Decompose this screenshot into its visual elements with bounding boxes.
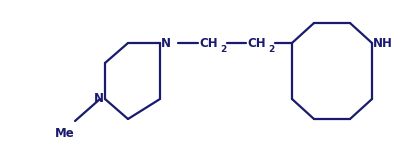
Text: Me: Me: [55, 127, 75, 140]
Text: N: N: [161, 37, 171, 49]
Text: 2: 2: [268, 46, 274, 55]
Text: 2: 2: [220, 46, 226, 55]
Text: CH: CH: [247, 37, 265, 49]
Text: NH: NH: [373, 37, 393, 49]
Text: N: N: [94, 93, 104, 105]
Text: CH: CH: [199, 37, 218, 49]
